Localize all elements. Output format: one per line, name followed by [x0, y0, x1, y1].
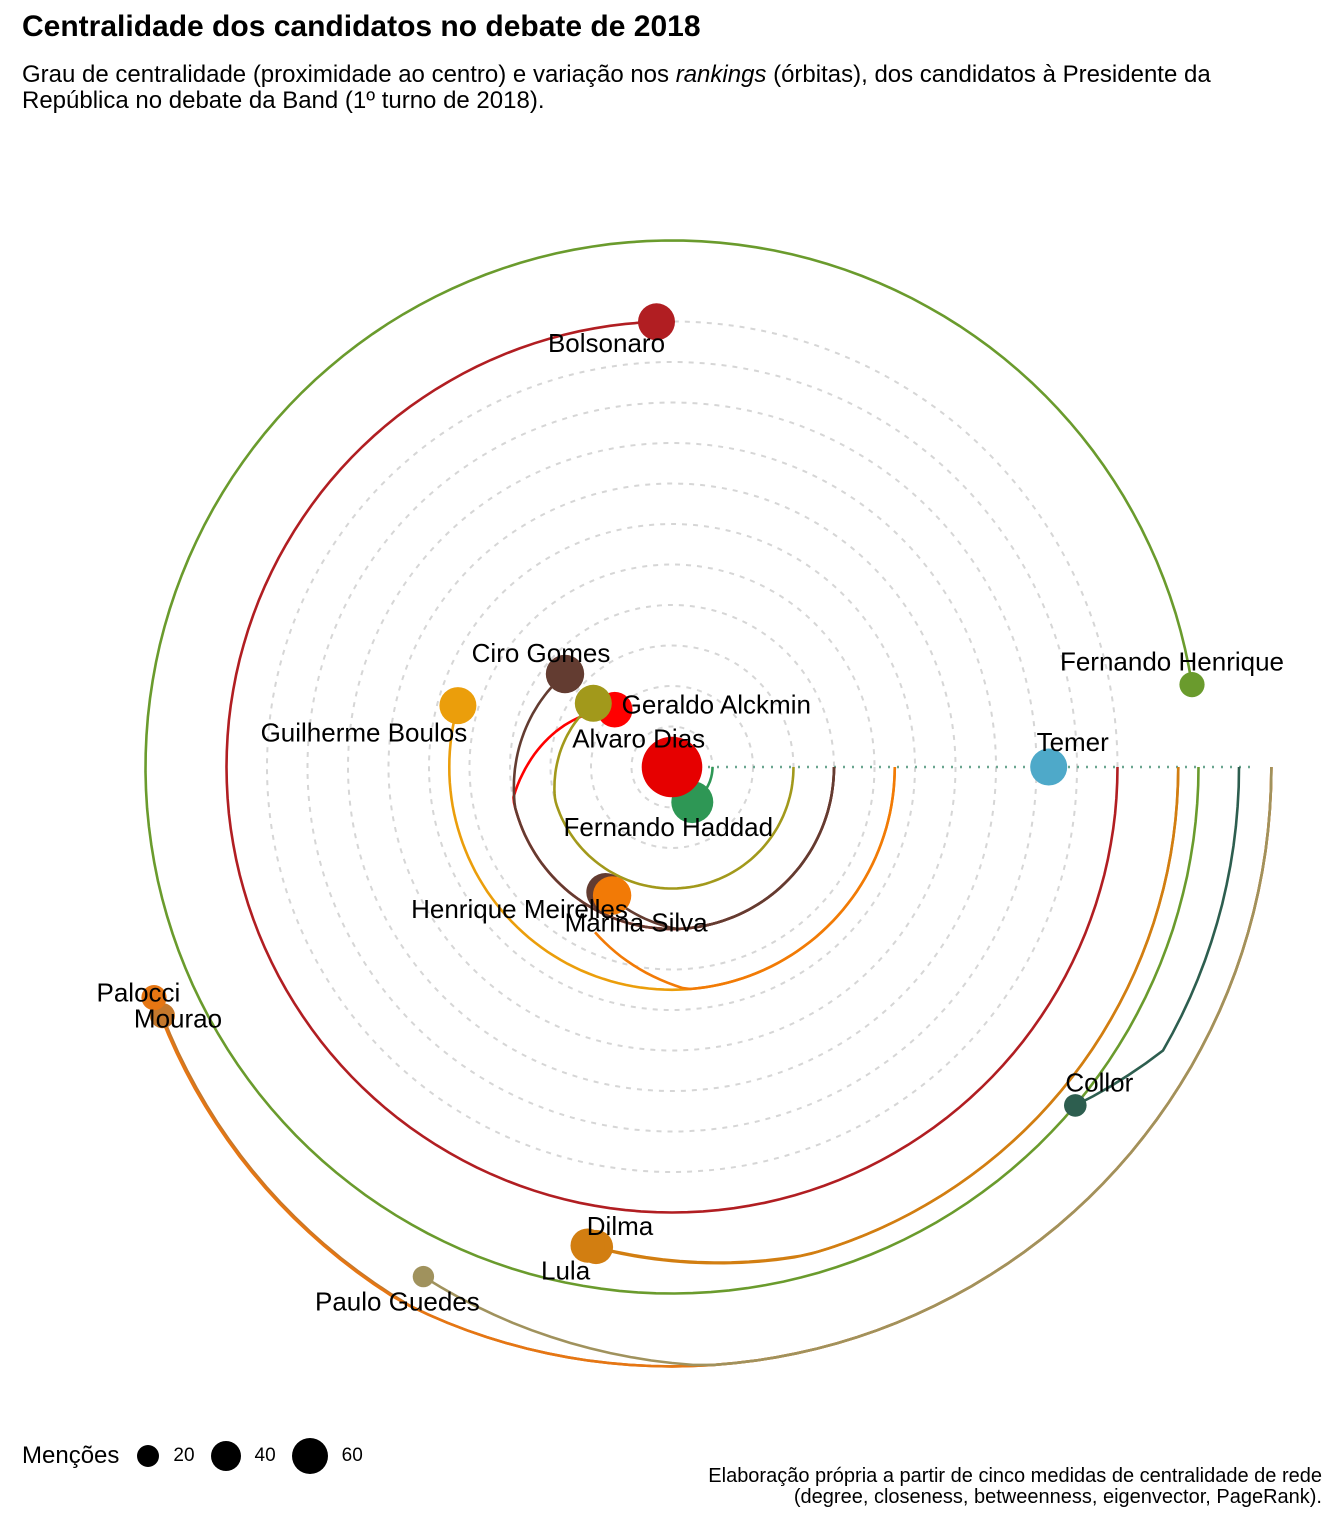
candidate-points — [141, 303, 1205, 1288]
label-henrique-meirelles: Henrique Meirelles — [411, 894, 628, 924]
legend-dot-40 — [210, 1441, 241, 1471]
orbit-path-collor — [1074, 766, 1241, 1107]
point-paulo-guedes — [412, 1265, 435, 1288]
point-center — [641, 736, 703, 798]
subtitle-part1: Grau de centralidade (proximidade ao cen… — [22, 61, 676, 88]
label-alvaro-dias: Alvaro Dias — [572, 724, 705, 754]
label-palocci: Palocci — [96, 978, 180, 1008]
legend-dot-60 — [291, 1438, 328, 1474]
orbit-path-lula — [587, 766, 1180, 1265]
label-marina-silva: Marina Silva — [565, 908, 709, 938]
point-ciro-gomes — [545, 654, 585, 694]
point-mourao — [141, 985, 167, 1011]
legend-item-40: 40 — [210, 1441, 276, 1471]
label-fernando-henrique: Fernando Henrique — [1060, 647, 1284, 677]
orbit-path-fernando-henrique — [144, 239, 1200, 1295]
label-collor: Collor — [1065, 1067, 1133, 1097]
size-legend: Menções 20 40 60 — [22, 1434, 379, 1478]
legend-label-20: 20 — [173, 1445, 195, 1466]
label-temer: Temer — [1037, 727, 1110, 757]
orbit-path-henrique-meirelles — [604, 766, 836, 931]
orbit-chart: Alvaro Dias Geraldo Alckmin Ciro Gomes Guil… — [96, 239, 1284, 1368]
point-lula — [570, 1228, 605, 1263]
orbit-path-bolsonaro — [225, 320, 1119, 1214]
chart-subtitle: Grau de centralidade (proximidade ao cen… — [22, 62, 1312, 114]
subtitle-part2: (órbitas), dos candidatos à Presidente d… — [22, 61, 1211, 114]
caption-line-2: (degree, closeness, betweenness, eigenve… — [793, 1486, 1322, 1508]
reference-orbit-5 — [468, 563, 876, 971]
legend-label-60: 60 — [341, 1445, 363, 1466]
label-lula: Lula — [541, 1256, 591, 1286]
legend-item-20: 20 — [137, 1445, 195, 1467]
label-paulo-guedes: Paulo Guedes — [315, 1287, 480, 1317]
caption: Elaboração própria a partir de cinco med… — [708, 1466, 1322, 1508]
point-geraldo-alckmin — [574, 684, 612, 722]
label-dilma: Dilma — [587, 1211, 654, 1241]
point-collor — [1064, 1094, 1087, 1117]
caption-line-1: Elaboração própria a partir de cinco med… — [708, 1465, 1322, 1487]
point-guilherme-boulos — [439, 687, 477, 725]
orbit-path-paulo-guedes — [422, 766, 1273, 1367]
point-marina-silva — [592, 876, 632, 915]
orbit-path-marina-silva — [594, 766, 897, 991]
legend-title: Menções — [22, 1442, 120, 1469]
subtitle-emphasis: rankings — [675, 61, 767, 88]
candidate-labels: Alvaro Dias Geraldo Alckmin Ciro Gomes Guil… — [96, 328, 1284, 1317]
legend-dot-20 — [137, 1445, 160, 1467]
label-geraldo-alckmin: Geraldo Alckmin — [622, 689, 811, 719]
reference-orbit-7 — [387, 482, 957, 1052]
legend-label-40: 40 — [254, 1445, 276, 1466]
chart-title: Centralidade dos candidatos no debate de… — [22, 10, 701, 43]
legend-item-60: 60 — [291, 1438, 363, 1474]
label-mourao: Mourao — [134, 1004, 222, 1034]
point-fernando-henrique — [1179, 672, 1205, 698]
label-fernando-haddad: Fernando Haddad — [563, 812, 773, 842]
label-ciro-gomes: Ciro Gomes — [472, 638, 611, 668]
point-bolsonaro — [638, 303, 675, 341]
orbit-path-geraldo-alckmin — [553, 702, 795, 890]
point-temer — [1030, 748, 1068, 786]
label-bolsonaro: Bolsonaro — [548, 328, 665, 358]
label-guilherme-boulos: Guilherme Boulos — [261, 718, 468, 748]
